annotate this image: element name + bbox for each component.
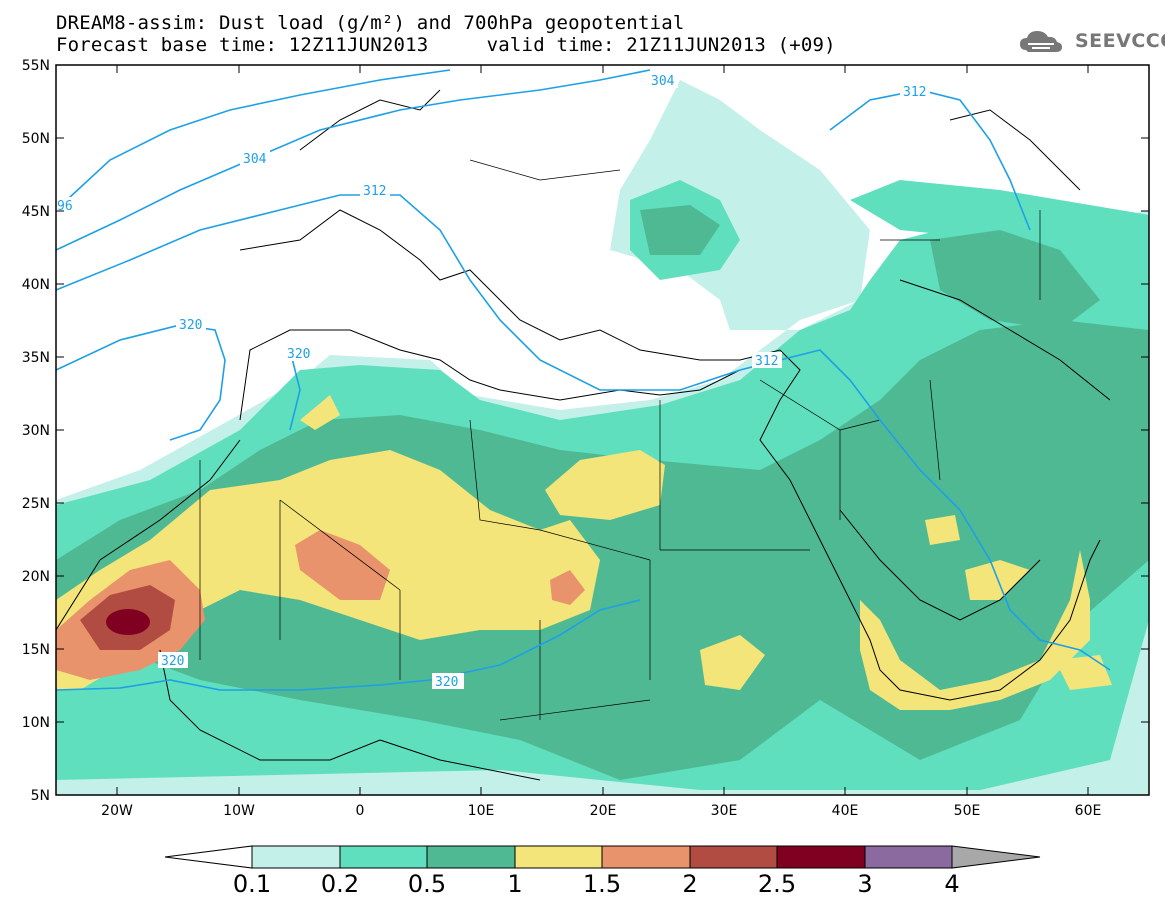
- colorbar-swatch: [426, 845, 516, 869]
- lon-label: 30E: [711, 803, 738, 819]
- contour-label: 96: [57, 199, 73, 214]
- lat-label: 10N: [22, 715, 50, 731]
- logo-text: SEEVCCC: [1075, 30, 1165, 52]
- colorbar-label: 4: [944, 870, 960, 898]
- contour-label: 312: [755, 354, 778, 369]
- dust-region-1.5-algeria: [295, 530, 390, 600]
- lat-label: 25N: [22, 496, 50, 512]
- contour-320-north: [289, 349, 301, 431]
- lon-label: 50E: [954, 803, 981, 819]
- colorbar-label: 1.5: [582, 870, 622, 898]
- contour-320-south: [56, 599, 641, 691]
- lat-label: 35N: [22, 350, 50, 366]
- colorbar-swatch: [339, 845, 428, 869]
- lat-label: 5N: [31, 788, 50, 804]
- colorbar-label: 2.5: [757, 870, 797, 898]
- cloud-icon: [1020, 31, 1062, 52]
- dust-region-0.2-east: [850, 180, 1149, 240]
- lat-axis: [56, 64, 1149, 723]
- lon-label: 10W: [223, 803, 255, 819]
- lon-axis: [116, 65, 1089, 795]
- colorbar-swatch: [514, 845, 603, 869]
- contour-label: 320: [161, 654, 184, 669]
- dust-region-1.0-libya: [545, 450, 665, 520]
- contour-label: 320: [179, 318, 202, 333]
- map-subtitle: Forecast base time: 12Z11JUN2013 valid t…: [56, 34, 836, 56]
- map-title: DREAM8-assim: Dust load (g/m²) and 700hP…: [56, 12, 685, 34]
- borders: [199, 159, 1041, 721]
- colorbar-over-arrow: [951, 845, 1041, 869]
- contour-label: 304: [243, 152, 267, 167]
- contour-296: [56, 69, 451, 211]
- dust-region-1.0-persia: [925, 515, 960, 545]
- lat-label: 40N: [22, 277, 50, 293]
- colorbar-under-arrow: [164, 845, 253, 869]
- dust-region-1.5-chad: [550, 570, 585, 605]
- colorbar-swatch: [601, 845, 691, 869]
- colorbar-label: 0.2: [320, 870, 360, 898]
- dust-region-1.0-sea: [1055, 655, 1112, 690]
- colorbar-label: 0.1: [232, 870, 272, 898]
- lon-label: 10E: [468, 803, 495, 819]
- dust-region-0.5-black-sea: [640, 205, 720, 255]
- lat-label: 30N: [22, 423, 50, 439]
- colorbar-label: 3: [857, 870, 873, 898]
- colorbar-swatch: [251, 845, 341, 869]
- colorbar-swatch: [776, 845, 866, 869]
- lon-label: 40E: [832, 803, 859, 819]
- contour-304: [56, 69, 651, 251]
- dust-region-1.0-morocco: [300, 395, 340, 430]
- lat-label: 15N: [22, 642, 50, 658]
- lon-label: 60E: [1075, 803, 1102, 819]
- coastlines: [56, 89, 1111, 781]
- dust-region-1.0-sudan: [700, 635, 765, 690]
- lon-label: 20E: [590, 803, 617, 819]
- colorbar-swatch: [864, 845, 953, 869]
- dust-field: [56, 80, 1149, 795]
- colorbar: [164, 845, 1041, 869]
- lon-label: 0: [356, 803, 365, 819]
- contour-label: 304: [651, 74, 675, 89]
- dust-region-2.5: [106, 609, 150, 635]
- contour-label: 312: [363, 184, 386, 199]
- contour-label: 320: [435, 675, 458, 690]
- colorbar-label: 0.5: [407, 870, 447, 898]
- lon-labels: 20W 10W 0 10E 20E 30E 40E 50E 60E: [101, 803, 1101, 819]
- lat-label: 55N: [22, 58, 50, 74]
- dust-region-1.0-arabia: [860, 550, 1090, 710]
- lat-label: 50N: [22, 131, 50, 147]
- colorbar-label: 1: [507, 870, 523, 898]
- contour-labels: 304 304 312 312 312 320 320 320 320 96: [56, 72, 930, 690]
- geopotential-contours: [56, 69, 1111, 691]
- contour-312-north: [829, 89, 1031, 231]
- colorbar-swatch: [689, 845, 778, 869]
- dust-region-0.5-caspian: [930, 230, 1100, 330]
- lat-label: 45N: [22, 204, 50, 220]
- contour-label: 312: [903, 85, 926, 100]
- lon-label: 20W: [101, 803, 133, 819]
- lat-label: 20N: [22, 569, 50, 585]
- lat-labels: 55N 50N 45N 40N 35N 30N 25N 20N 15N 10N …: [22, 58, 50, 804]
- contour-label: 320: [287, 347, 310, 362]
- contour-312-east: [779, 349, 1111, 671]
- colorbar-label: 2: [682, 870, 698, 898]
- contour-312-west: [56, 194, 781, 391]
- contour-320-west: [56, 324, 226, 441]
